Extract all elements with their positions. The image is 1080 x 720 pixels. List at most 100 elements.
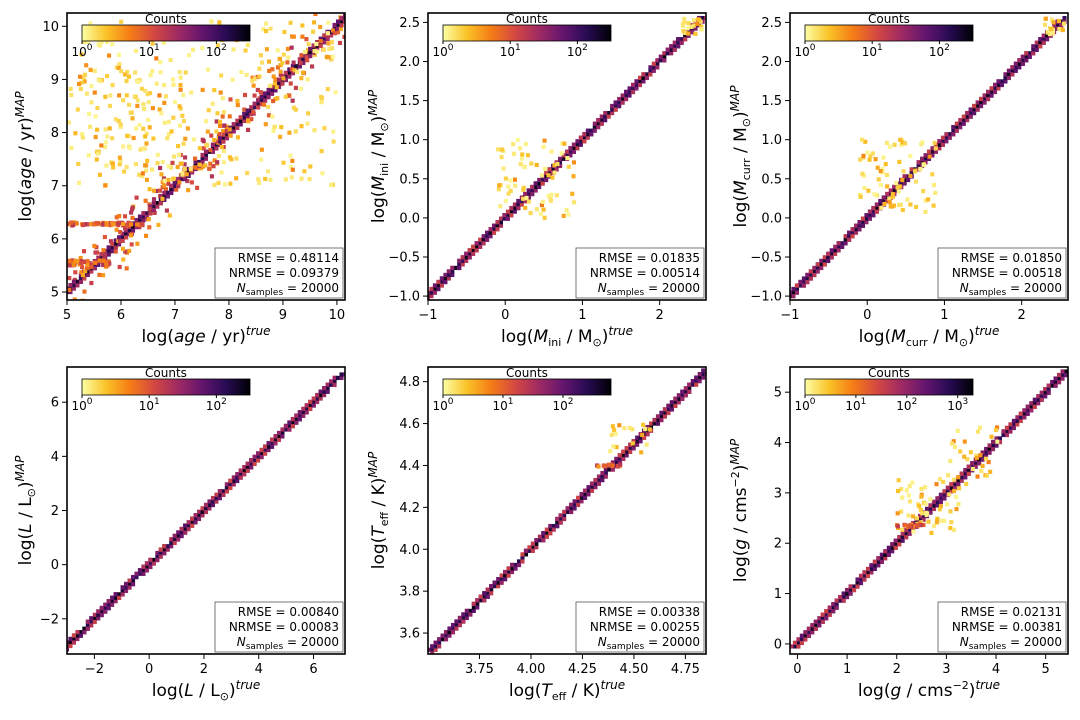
bin-scatter [933, 146, 938, 151]
y-tick-label: −2 [40, 612, 59, 627]
bin-neighbor [673, 403, 678, 409]
bin-scatter [523, 205, 528, 210]
y-axis-label: log(age / yr)MAP [13, 91, 36, 222]
bin-band [921, 522, 926, 528]
bin-diagonal [141, 568, 146, 573]
bin-diagonal [931, 503, 937, 508]
stat-nsamples: Nsamples = 20000 [598, 635, 700, 652]
bin-neighbor [596, 118, 601, 123]
bin-scatter [897, 159, 902, 165]
bin-spread [289, 67, 294, 72]
bin-band [71, 262, 76, 268]
bin-neighbor [474, 248, 479, 253]
bin-neighbor [994, 436, 999, 441]
stats-box-frame [214, 601, 344, 653]
y-tick-label: 3.6 [399, 627, 420, 642]
bin-neighbor [428, 290, 431, 295]
bin-neighbor [523, 548, 528, 553]
bin-diagonal [203, 506, 209, 511]
bin-diagonal [634, 82, 639, 88]
bin-scatter [261, 27, 266, 32]
bin-scatter [118, 124, 123, 129]
bin-scatter [913, 169, 918, 174]
x-tick-label: 4 [255, 662, 263, 677]
bin-neighbor [931, 506, 937, 512]
bin-scatter [282, 29, 287, 35]
bin-scatter [863, 139, 868, 144]
bin-spread [299, 76, 304, 81]
bin-band [895, 524, 900, 529]
bin-neighbor [318, 43, 323, 48]
bin-scatter [899, 509, 904, 514]
bin-spread [258, 89, 263, 95]
bin-scatter [627, 425, 632, 430]
bin-neighbor [467, 255, 472, 260]
bin-scatter [534, 207, 539, 212]
bin-neighbor [169, 183, 174, 189]
bin-spread [113, 249, 118, 254]
bin-scatter [177, 104, 182, 109]
bin-diagonal [790, 293, 793, 299]
bin-scatter [860, 137, 865, 142]
bin-neighbor [575, 139, 580, 144]
bin-neighbor [876, 563, 881, 568]
y-tick-label: 6 [51, 396, 59, 411]
bin-neighbor [1008, 422, 1013, 427]
bin-neighbor [871, 213, 876, 218]
bin-diagonal [259, 451, 264, 456]
bin-scatter [135, 103, 140, 108]
bin-neighbor [645, 432, 650, 437]
bin-diagonal [460, 258, 465, 263]
y-tick-label: 0 [774, 637, 782, 652]
bin-neighbor [845, 587, 850, 593]
bin-diagonal [669, 403, 674, 408]
bin-scatter [611, 444, 616, 449]
bin-scatter [215, 43, 220, 48]
bin-scatter [1043, 16, 1048, 21]
bin-diagonal [966, 468, 971, 473]
bin-spread [242, 107, 247, 112]
bin-neighbor [130, 575, 136, 580]
bin-scatter [265, 169, 270, 174]
bin-neighbor [1022, 408, 1027, 413]
x-tick-label: 4.50 [619, 662, 648, 677]
bin-neighbor [1063, 373, 1068, 378]
bin-scatter [900, 527, 905, 532]
bin-diagonal [872, 563, 877, 568]
bin-spread [79, 264, 85, 270]
y-tick-label: 1.5 [761, 94, 782, 109]
bin-scatter [298, 86, 303, 91]
bin-neighbor [1003, 79, 1008, 84]
bin-neighbor [637, 82, 643, 88]
bin-neighbor [924, 506, 930, 512]
bin-diagonal [700, 15, 705, 21]
bin-scatter [259, 60, 265, 65]
bin-scatter [290, 167, 295, 172]
bin-scatter [145, 91, 150, 97]
bin-neighbor [676, 44, 681, 49]
bin-spread [184, 172, 189, 177]
bin-scatter [178, 161, 183, 166]
bin-scatter [266, 104, 271, 110]
bin-diagonal [683, 33, 688, 38]
bin-scatter [114, 65, 119, 70]
bin-diagonal [942, 492, 947, 497]
bin-diagonal [986, 93, 991, 98]
bin-neighbor [1024, 51, 1029, 56]
bin-spread [89, 280, 94, 286]
bin-spread [209, 174, 214, 179]
bin-neighbor [568, 146, 573, 151]
bin-scatter [900, 207, 905, 213]
bin-spread [221, 144, 226, 150]
bin-neighbor [283, 77, 288, 83]
bin-diagonal [544, 174, 549, 179]
bin-neighbor [249, 112, 254, 117]
x-tick-label: 5 [63, 308, 71, 323]
bin-scatter [320, 171, 325, 176]
bin-neighbor [599, 121, 604, 126]
bin-diagonal [568, 149, 573, 154]
bin-diagonal [210, 146, 215, 151]
bin-neighbor [617, 96, 622, 102]
bin-diagonal [834, 602, 839, 607]
